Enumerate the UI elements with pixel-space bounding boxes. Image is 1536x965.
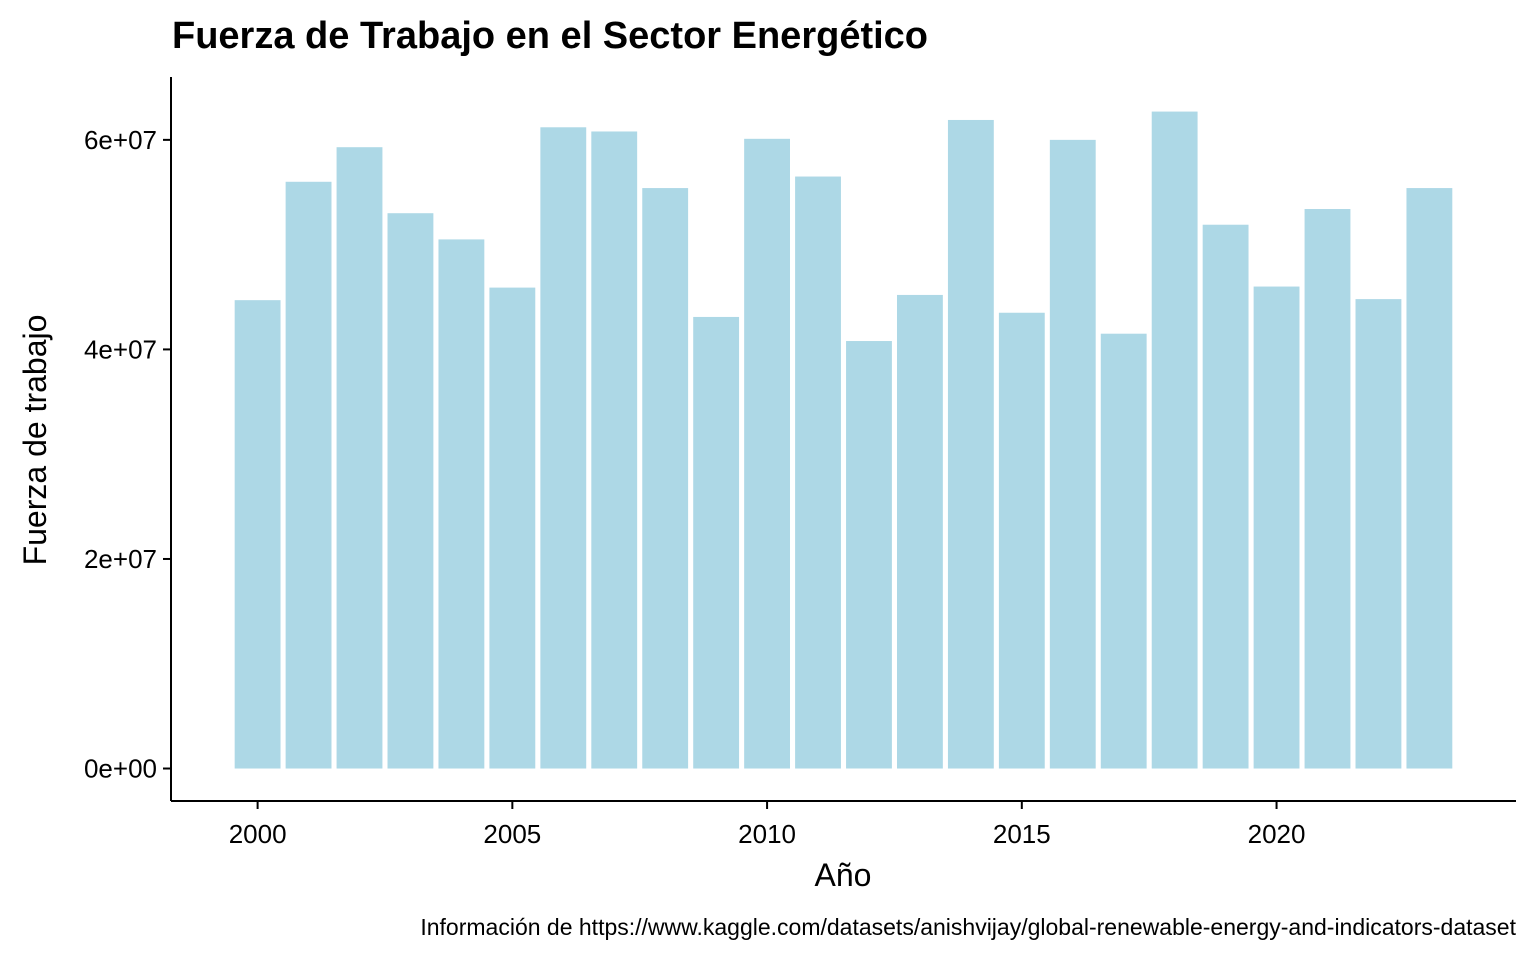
x-tick-label: 2020: [1248, 819, 1306, 849]
y-tick-label: 2e+07: [84, 544, 157, 574]
bar-2009: [693, 316, 740, 769]
bar-2005: [489, 287, 536, 769]
chart-caption: Información de https://www.kaggle.com/da…: [420, 914, 1516, 940]
bar-2015: [998, 312, 1045, 769]
x-tick-label: 2000: [229, 819, 287, 849]
bars-group: [234, 111, 1453, 769]
bar-2001: [285, 181, 332, 769]
bar-2002: [336, 147, 383, 769]
bar-2011: [795, 176, 841, 769]
bar-2017: [1100, 333, 1147, 769]
y-tick-label: 6e+07: [84, 125, 157, 155]
y-tick-label: 0e+00: [84, 754, 157, 784]
bar-2013: [896, 294, 943, 769]
x-tick-label: 2010: [738, 819, 796, 849]
bar-2003: [387, 213, 434, 769]
x-axis: 2000 2005 2010 2015 2020: [171, 800, 1516, 849]
bar-2012: [846, 341, 892, 769]
bar-2000: [234, 300, 281, 769]
x-tick-label: 2015: [993, 819, 1051, 849]
bar-2023: [1406, 188, 1453, 769]
chart-title: Fuerza de Trabajo en el Sector Energétic…: [172, 15, 928, 57]
x-tick-label: 2005: [483, 819, 541, 849]
y-axis-label: Fuerza de trabajo: [17, 315, 53, 566]
bar-2008: [642, 188, 689, 769]
bar-2022: [1355, 299, 1402, 769]
x-axis-label: Año: [815, 857, 872, 893]
bar-2010: [744, 138, 790, 769]
bar-2020: [1253, 286, 1300, 769]
bar-2004: [438, 239, 485, 769]
bar-2016: [1049, 139, 1096, 769]
bar-2006: [540, 127, 587, 769]
bar-2014: [947, 119, 994, 769]
y-tick-label: 4e+07: [84, 334, 157, 364]
bar-2021: [1304, 209, 1351, 769]
bar-2007: [591, 131, 638, 769]
y-axis: 0e+00 2e+07 4e+07 6e+07: [84, 77, 172, 801]
bar-2018: [1151, 111, 1198, 769]
bar-2019: [1202, 224, 1249, 769]
